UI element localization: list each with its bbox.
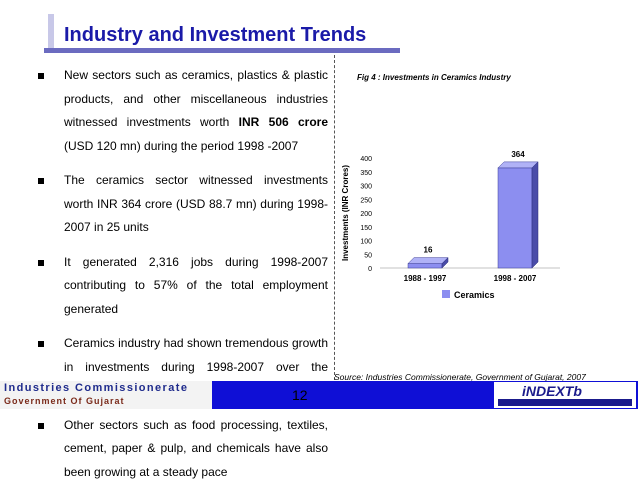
column-divider (334, 55, 335, 380)
chart-title: Fig 4 : Investments in Ceramics Industry (357, 73, 511, 82)
y-tick-label: 200 (360, 211, 372, 218)
footer-org-panel (0, 381, 212, 409)
bullet-item: New sectors such as ceramics, plastics &… (36, 64, 328, 158)
y-tick-label: 400 (360, 156, 372, 163)
y-tick-label: 250 (360, 197, 372, 204)
bar (407, 263, 443, 269)
source-note: Source: Industries Commissionerate, Gove… (334, 372, 586, 382)
y-tick-label: 0 (368, 266, 372, 273)
org-subtitle: Government Of Gujarat (4, 396, 125, 406)
bar-side (441, 256, 449, 269)
page-title: Industry and Investment Trends (64, 24, 367, 46)
y-tick-label: 300 (360, 184, 372, 191)
data-label: 16 (424, 246, 433, 255)
bar (497, 167, 533, 269)
data-label: 364 (511, 150, 525, 159)
page-number: 12 (292, 387, 308, 403)
bullet-item: The ceramics sector witnessed investment… (36, 169, 328, 240)
y-tick-label: 350 (360, 170, 372, 177)
bullet-item: It generated 2,316 jobs during 1998-2007… (36, 251, 328, 322)
bullet-item: Other sectors such as food processing, t… (36, 414, 328, 485)
title-accent-stripe (48, 14, 54, 52)
org-name: Industries Commissionerate (4, 382, 189, 394)
logo-text: iNDEXTb (522, 383, 582, 399)
y-tick-label: 150 (360, 225, 372, 232)
x-tick-label: 1998 - 2007 (494, 274, 537, 283)
logo-band (498, 399, 632, 406)
y-axis-label: Investments (INR Crores) (341, 165, 350, 261)
bar-chart: Investments (INR Crores) 0 50 100 150 200 250 3… (341, 150, 560, 300)
y-tick-label: 50 (364, 252, 372, 259)
x-tick-label: 1988 - 1997 (404, 274, 447, 283)
title-underline (44, 48, 400, 53)
bar-side (531, 161, 539, 269)
y-tick-label: 100 (360, 239, 372, 246)
bullet-list: New sectors such as ceramics, plastics &… (36, 64, 328, 495)
bar-top (497, 161, 539, 169)
legend-swatch (442, 290, 450, 298)
bar-top (407, 257, 449, 264)
legend-label: Ceramics (454, 290, 495, 300)
